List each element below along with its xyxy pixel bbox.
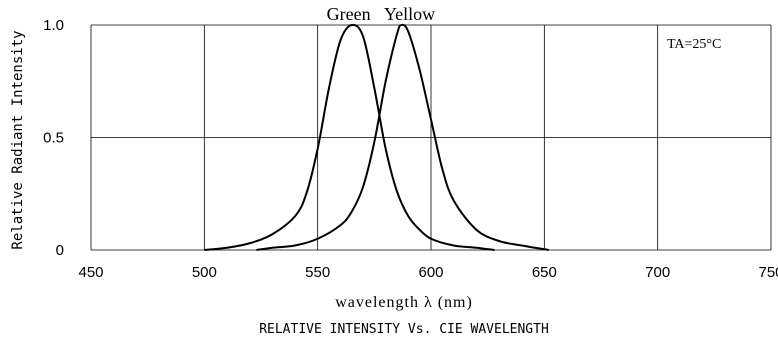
series-label-green: Green <box>327 4 371 24</box>
series-label-yellow: Yellow <box>384 4 435 24</box>
grid <box>90 24 772 251</box>
x-tick-label-650: 650 <box>532 264 557 281</box>
y-tick-label-1.0: 1.0 <box>43 17 64 34</box>
x-tick-label-700: 700 <box>645 264 670 281</box>
y-axis-title: Relative Radiant Intensity <box>10 30 26 250</box>
series-lines <box>204 23 550 251</box>
y-tick-label-0.5: 0.5 <box>43 130 64 147</box>
series-line-yellow <box>256 23 550 251</box>
y-tick-labels: 0 0.5 1.0 <box>43 17 64 259</box>
chart-caption: RELATIVE INTENSITY Vs. CIE WAVELENGTH <box>259 322 549 337</box>
x-tick-label-600: 600 <box>418 264 443 281</box>
y-tick-label-0: 0 <box>56 242 64 259</box>
x-tick-label-550: 550 <box>305 264 330 281</box>
series-labels: Green Yellow <box>327 4 435 24</box>
series-line-green <box>204 23 495 251</box>
x-tick-label-450: 450 <box>78 264 103 281</box>
x-tick-label-750: 750 <box>758 264 778 281</box>
x-tick-labels: 450 500 550 600 650 700 750 <box>78 264 778 281</box>
x-tick-label-500: 500 <box>192 264 217 281</box>
temperature-condition: TA=25°C <box>667 37 722 52</box>
x-axis-title: wavelength λ (nm) <box>335 294 473 311</box>
